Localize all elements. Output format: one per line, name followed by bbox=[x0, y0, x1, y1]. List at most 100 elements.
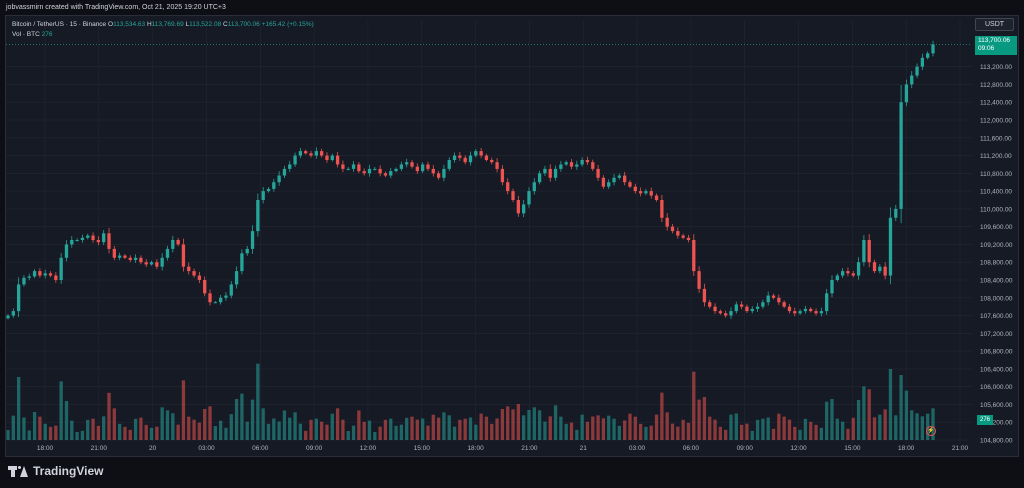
candle-body bbox=[692, 240, 696, 272]
candle-body bbox=[500, 168, 505, 183]
open-value: 113,534.63 bbox=[113, 21, 146, 28]
volume-bar bbox=[224, 427, 228, 440]
candle-body bbox=[149, 262, 154, 265]
volume-bar bbox=[676, 426, 680, 440]
volume-bar bbox=[713, 419, 717, 440]
chart-panel[interactable] bbox=[5, 15, 1019, 457]
x-tick-label: 18:00 bbox=[467, 445, 484, 452]
candle-body bbox=[872, 262, 877, 272]
volume-bar bbox=[362, 421, 366, 440]
candle-body bbox=[522, 204, 526, 214]
volume-bar bbox=[378, 426, 382, 440]
volume-bar bbox=[59, 381, 63, 440]
candle-body bbox=[851, 273, 855, 276]
candle-body bbox=[86, 235, 90, 238]
candle-body bbox=[325, 155, 329, 160]
y-tick-label: 106,400.00 bbox=[980, 366, 1013, 373]
volume-bar bbox=[894, 415, 898, 440]
candle-body bbox=[798, 311, 802, 314]
candle-body bbox=[309, 153, 313, 156]
x-tick-label: 15:00 bbox=[414, 445, 431, 452]
volume-bar bbox=[245, 421, 249, 440]
candle-body bbox=[878, 266, 882, 272]
volume-bar bbox=[240, 393, 244, 440]
currency-button[interactable]: USDT bbox=[975, 18, 1014, 31]
candle-body bbox=[250, 231, 255, 249]
low-label: L bbox=[185, 21, 190, 28]
candle-body bbox=[638, 191, 643, 194]
volume-bar bbox=[43, 423, 47, 440]
candle-body bbox=[766, 295, 770, 303]
volume-bar bbox=[819, 427, 824, 440]
candle-body bbox=[825, 293, 829, 312]
volume-bar bbox=[787, 419, 792, 440]
candle-body bbox=[128, 257, 132, 260]
candle-body bbox=[320, 151, 324, 156]
volume-bar bbox=[474, 424, 478, 440]
volume-bar bbox=[421, 418, 425, 440]
candle-body bbox=[575, 164, 579, 167]
volume-bar bbox=[171, 413, 175, 440]
candle-body bbox=[351, 164, 356, 169]
candle-body bbox=[580, 160, 584, 165]
volume-bar bbox=[16, 377, 21, 440]
candle-body bbox=[144, 262, 148, 265]
volume-bar bbox=[128, 429, 132, 440]
volume-bar bbox=[617, 425, 621, 440]
y-tick-label: 109,200.00 bbox=[980, 242, 1013, 249]
volume-bar bbox=[341, 419, 345, 440]
volume-bar bbox=[777, 413, 781, 440]
volume-bar bbox=[447, 415, 451, 440]
low-value: 113,522.08 bbox=[189, 21, 222, 28]
candle-body bbox=[612, 177, 616, 183]
volume-bar bbox=[367, 420, 372, 440]
tradingview-logo[interactable]: TradingView bbox=[8, 464, 103, 478]
volume-bar bbox=[638, 423, 643, 440]
candle-body bbox=[64, 244, 69, 258]
volume-bar bbox=[383, 419, 388, 440]
x-tick-label: 21:00 bbox=[952, 445, 969, 452]
price-change: +165.42 (+0.15%) bbox=[261, 21, 314, 28]
candle-body bbox=[38, 271, 42, 276]
candle-body bbox=[442, 168, 446, 178]
candle-body bbox=[463, 157, 467, 163]
volume-bar bbox=[32, 412, 37, 440]
candle-body bbox=[516, 200, 520, 214]
volume-bar bbox=[6, 430, 10, 440]
candle-body bbox=[490, 160, 494, 163]
volume-bar bbox=[11, 415, 15, 440]
volume-bar bbox=[320, 421, 324, 440]
candle-body bbox=[133, 257, 138, 260]
volume-tag: 276 bbox=[977, 415, 993, 425]
volume-bar bbox=[649, 425, 653, 440]
volume-bar bbox=[718, 426, 723, 440]
candle-body bbox=[256, 200, 260, 232]
candle-body bbox=[421, 164, 425, 172]
candle-body bbox=[399, 164, 404, 169]
candle-body bbox=[383, 173, 388, 176]
candle-body bbox=[559, 164, 563, 169]
volume-bar bbox=[798, 429, 802, 440]
volume-bar bbox=[654, 414, 659, 440]
y-tick-label: 106,000.00 bbox=[980, 384, 1013, 391]
volume-bar bbox=[856, 400, 861, 440]
y-tick-label: 110,800.00 bbox=[980, 171, 1012, 178]
lightning-icon[interactable]: ⚡ bbox=[926, 426, 936, 436]
volume-bar bbox=[782, 416, 786, 440]
volume-bar bbox=[548, 416, 552, 440]
candle-body bbox=[468, 155, 473, 163]
volume-bar bbox=[203, 409, 207, 440]
candle-body bbox=[548, 168, 552, 178]
candle-body bbox=[452, 155, 457, 160]
bar-countdown: 09:06 bbox=[978, 45, 995, 52]
candle-body bbox=[91, 235, 95, 240]
candle-body bbox=[591, 162, 595, 169]
volume-bar bbox=[91, 418, 95, 440]
volume-bar bbox=[692, 371, 696, 440]
price-candles bbox=[6, 40, 935, 320]
volume-bar bbox=[389, 418, 393, 440]
candle-body bbox=[543, 168, 547, 174]
candle-body bbox=[288, 164, 292, 169]
volume-bar bbox=[745, 423, 749, 440]
